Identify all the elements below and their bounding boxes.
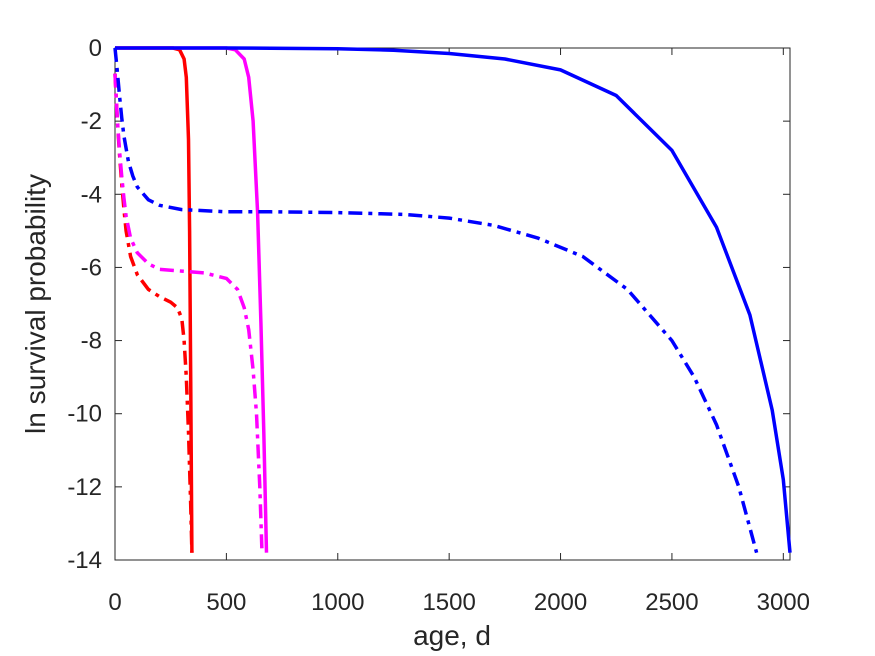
series-line-5-dashdot [113, 73, 264, 553]
y-tick-label: -8 [81, 328, 102, 355]
y-tick-label: -4 [81, 181, 102, 208]
x-axis-title: age, d [413, 620, 491, 651]
x-tick-labels: 0 500 1000 1500 2000 2500 3000 [108, 589, 810, 616]
series-line-3-solid [115, 46, 792, 553]
y-tick-label: -6 [81, 254, 102, 281]
series-lines [113, 46, 792, 554]
x-tick-label: 500 [206, 589, 246, 616]
y-tick-label: -12 [67, 474, 102, 501]
y-tick-label: -10 [67, 401, 102, 428]
series-line-6-dashdot [113, 47, 759, 554]
y-tick-label: -14 [67, 547, 102, 574]
y-axis-title: ln survival probability [20, 174, 51, 434]
x-tick-label: 1500 [422, 589, 475, 616]
y-tick-labels: 0 -2 -4 -6 -8 -10 -12 -14 [67, 35, 102, 574]
y-tick-label: -2 [81, 108, 102, 135]
series-line-4-dashdot [113, 73, 194, 553]
plot-area [114, 47, 791, 561]
x-tick-label: 0 [108, 589, 121, 616]
x-tick-label: 2500 [645, 589, 698, 616]
x-tick-label: 3000 [757, 589, 810, 616]
x-tick-label: 1000 [311, 589, 364, 616]
y-tick-label: 0 [89, 35, 102, 62]
x-tick-label: 2000 [534, 589, 587, 616]
